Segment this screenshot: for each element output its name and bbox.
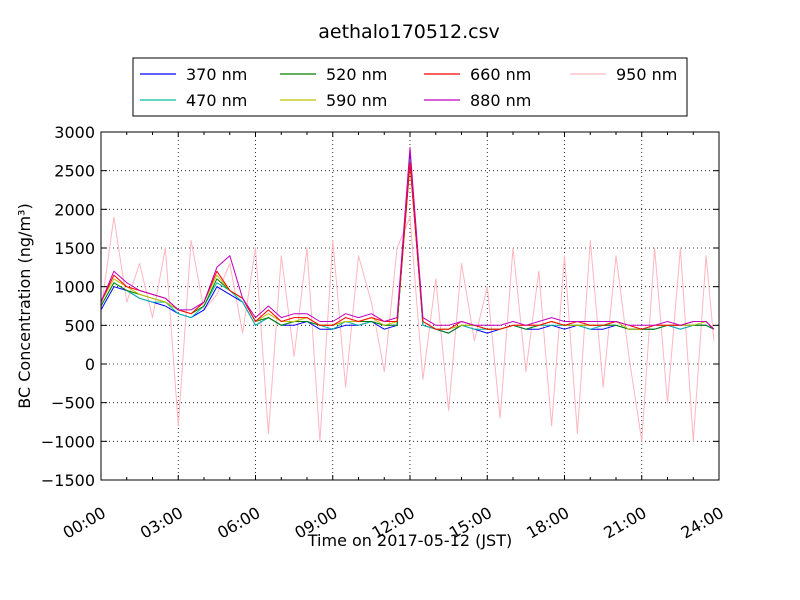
y-tick-label: 1500 xyxy=(54,239,95,258)
y-tick-label: 1000 xyxy=(54,278,95,297)
y-tick-label: 0 xyxy=(85,355,95,374)
legend: 370 nm 470 nm 520 nm 590 nm 660 nm 880 nm 950 … xyxy=(132,57,688,117)
legend-label: 520 nm xyxy=(326,65,387,84)
y-tick-label: −500 xyxy=(51,394,95,413)
chart-title: aethalo170512.csv xyxy=(318,21,500,43)
legend-box xyxy=(132,57,688,117)
y-tick-label: −1500 xyxy=(41,471,95,490)
legend-label: 470 nm xyxy=(186,91,247,110)
legend-label: 370 nm xyxy=(186,65,247,84)
legend-label: 590 nm xyxy=(326,91,387,110)
plot-frame xyxy=(100,131,720,481)
legend-label: 880 nm xyxy=(470,91,531,110)
y-tick-labels: 3000 2500 2000 1500 1000 500 0 −500 −1000 −1500 xyxy=(41,123,95,490)
y-tick-label: 2500 xyxy=(54,162,95,181)
legend-label: 660 nm xyxy=(470,65,531,84)
grid xyxy=(101,132,719,480)
y-tick-label: 2000 xyxy=(54,200,95,219)
y-tick-label: 500 xyxy=(64,316,95,335)
y-axis-label: BC Concentration (ng/m³) xyxy=(15,203,34,408)
series-layer xyxy=(100,147,715,442)
x-axis-label: Time on 2017-05-12 (JST) xyxy=(307,531,512,550)
legend-label: 950 nm xyxy=(616,65,677,84)
series-line-880-nm xyxy=(100,147,715,330)
y-tick-label: 3000 xyxy=(54,123,95,142)
y-tick-label: −1000 xyxy=(41,432,95,451)
